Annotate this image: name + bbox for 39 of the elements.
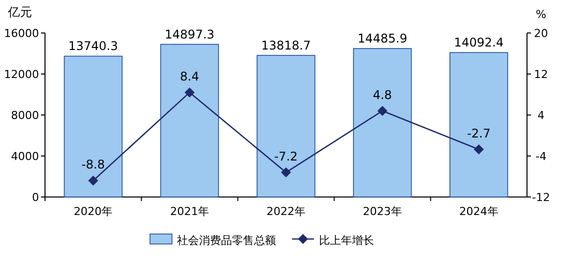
legend-label: 比上年增长 bbox=[319, 234, 374, 247]
y2-tick-label: -4 bbox=[536, 150, 546, 163]
y2-axis-title: % bbox=[536, 8, 546, 21]
data-label: -7.2 bbox=[274, 149, 298, 164]
data-label: -2.7 bbox=[467, 126, 491, 140]
point bbox=[281, 167, 291, 178]
point bbox=[184, 87, 195, 98]
data-label: 13818.7 bbox=[261, 38, 311, 52]
y-tick-label: 16000 bbox=[4, 27, 39, 40]
point bbox=[377, 106, 388, 116]
y2-tick-label: 20 bbox=[534, 27, 548, 40]
x-tick-label: 2024年 bbox=[459, 205, 498, 218]
data-label: 13740.3 bbox=[68, 39, 118, 54]
x-tick-label: 2020年 bbox=[74, 205, 113, 218]
y2-tick-label: -12 bbox=[532, 191, 550, 204]
y-tick-label: 8000 bbox=[11, 109, 39, 122]
y-axis-title: 亿元 bbox=[7, 5, 32, 19]
legend-label: 社会消费品零售总额 bbox=[177, 234, 276, 247]
data-label: 8.4 bbox=[180, 69, 200, 84]
x-tick-label: 2021年 bbox=[170, 205, 210, 218]
point bbox=[474, 144, 484, 154]
y-tick-label: 0 bbox=[32, 191, 39, 204]
x-tick-label: 2023年 bbox=[362, 205, 402, 218]
bar bbox=[64, 56, 123, 198]
data-label: 14897.3 bbox=[164, 27, 214, 42]
bar bbox=[353, 48, 412, 198]
point bbox=[88, 176, 98, 186]
bar bbox=[160, 44, 219, 198]
data-label: 4.8 bbox=[372, 88, 392, 102]
data-label: -8.8 bbox=[81, 158, 105, 172]
data-label: 14485.9 bbox=[358, 32, 408, 46]
y-tick-label: 4000 bbox=[11, 150, 39, 163]
x-tick-label: 2022年 bbox=[266, 205, 306, 218]
y2-tick-label: 4 bbox=[538, 109, 544, 122]
bar bbox=[256, 54, 316, 198]
y-tick-label: 12000 bbox=[4, 68, 39, 81]
data-label: 14092.4 bbox=[454, 36, 504, 50]
y2-tick-label: 12 bbox=[534, 68, 548, 81]
bar bbox=[449, 52, 508, 198]
